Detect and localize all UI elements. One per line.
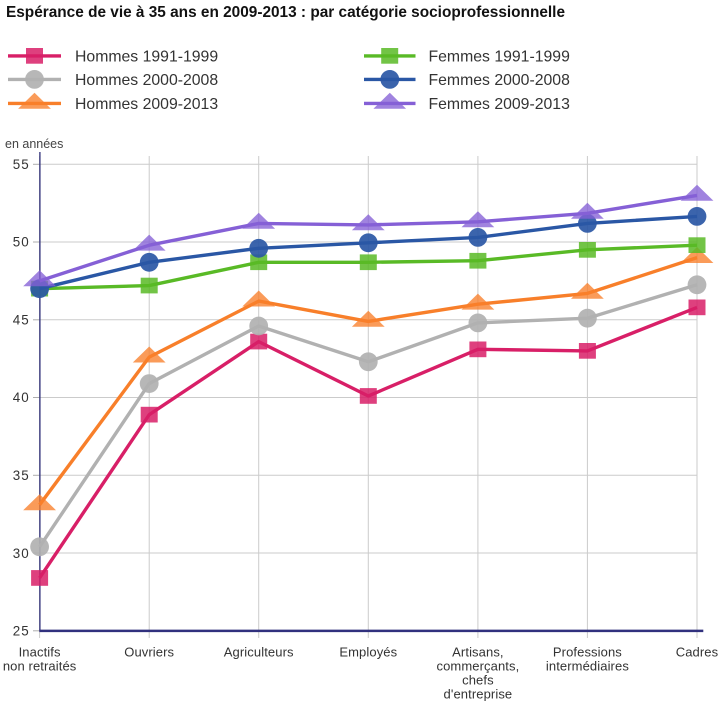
svg-text:en années: en années: [5, 137, 63, 151]
svg-text:d'entreprise: d'entreprise: [444, 687, 513, 702]
svg-text:Hommes 2000-2008: Hommes 2000-2008: [75, 72, 218, 89]
svg-text:intermédiaires: intermédiaires: [546, 659, 629, 674]
svg-text:Hommes 2009-2013: Hommes 2009-2013: [75, 96, 218, 113]
svg-text:Employés: Employés: [339, 644, 397, 659]
svg-text:55: 55: [13, 157, 30, 172]
svg-text:commerçants,: commerçants,: [436, 659, 519, 674]
svg-text:Ouvriers: Ouvriers: [124, 644, 174, 659]
svg-text:25: 25: [13, 624, 30, 639]
svg-text:35: 35: [13, 468, 30, 483]
svg-text:45: 45: [13, 313, 30, 328]
svg-text:50: 50: [13, 235, 30, 250]
svg-text:Hommes 1991-1999: Hommes 1991-1999: [75, 49, 218, 66]
svg-text:Inactifs: Inactifs: [19, 644, 61, 659]
svg-text:Femmes 1991-1999: Femmes 1991-1999: [429, 49, 571, 66]
svg-text:chefs: chefs: [462, 673, 494, 688]
svg-text:Femmes 2009-2013: Femmes 2009-2013: [429, 96, 571, 113]
svg-text:40: 40: [13, 390, 30, 405]
svg-text:Professions: Professions: [553, 644, 622, 659]
svg-text:Femmes 2000-2008: Femmes 2000-2008: [429, 72, 571, 89]
svg-text:30: 30: [13, 546, 30, 561]
svg-text:Artisans,: Artisans,: [452, 644, 503, 659]
svg-text:non retraités: non retraités: [3, 659, 77, 674]
svg-text:Cadres: Cadres: [676, 644, 719, 659]
svg-text:Agriculteurs: Agriculteurs: [224, 644, 294, 659]
svg-text:Espérance de vie à 35 ans en 2: Espérance de vie à 35 ans en 2009-2013 :…: [6, 4, 565, 21]
